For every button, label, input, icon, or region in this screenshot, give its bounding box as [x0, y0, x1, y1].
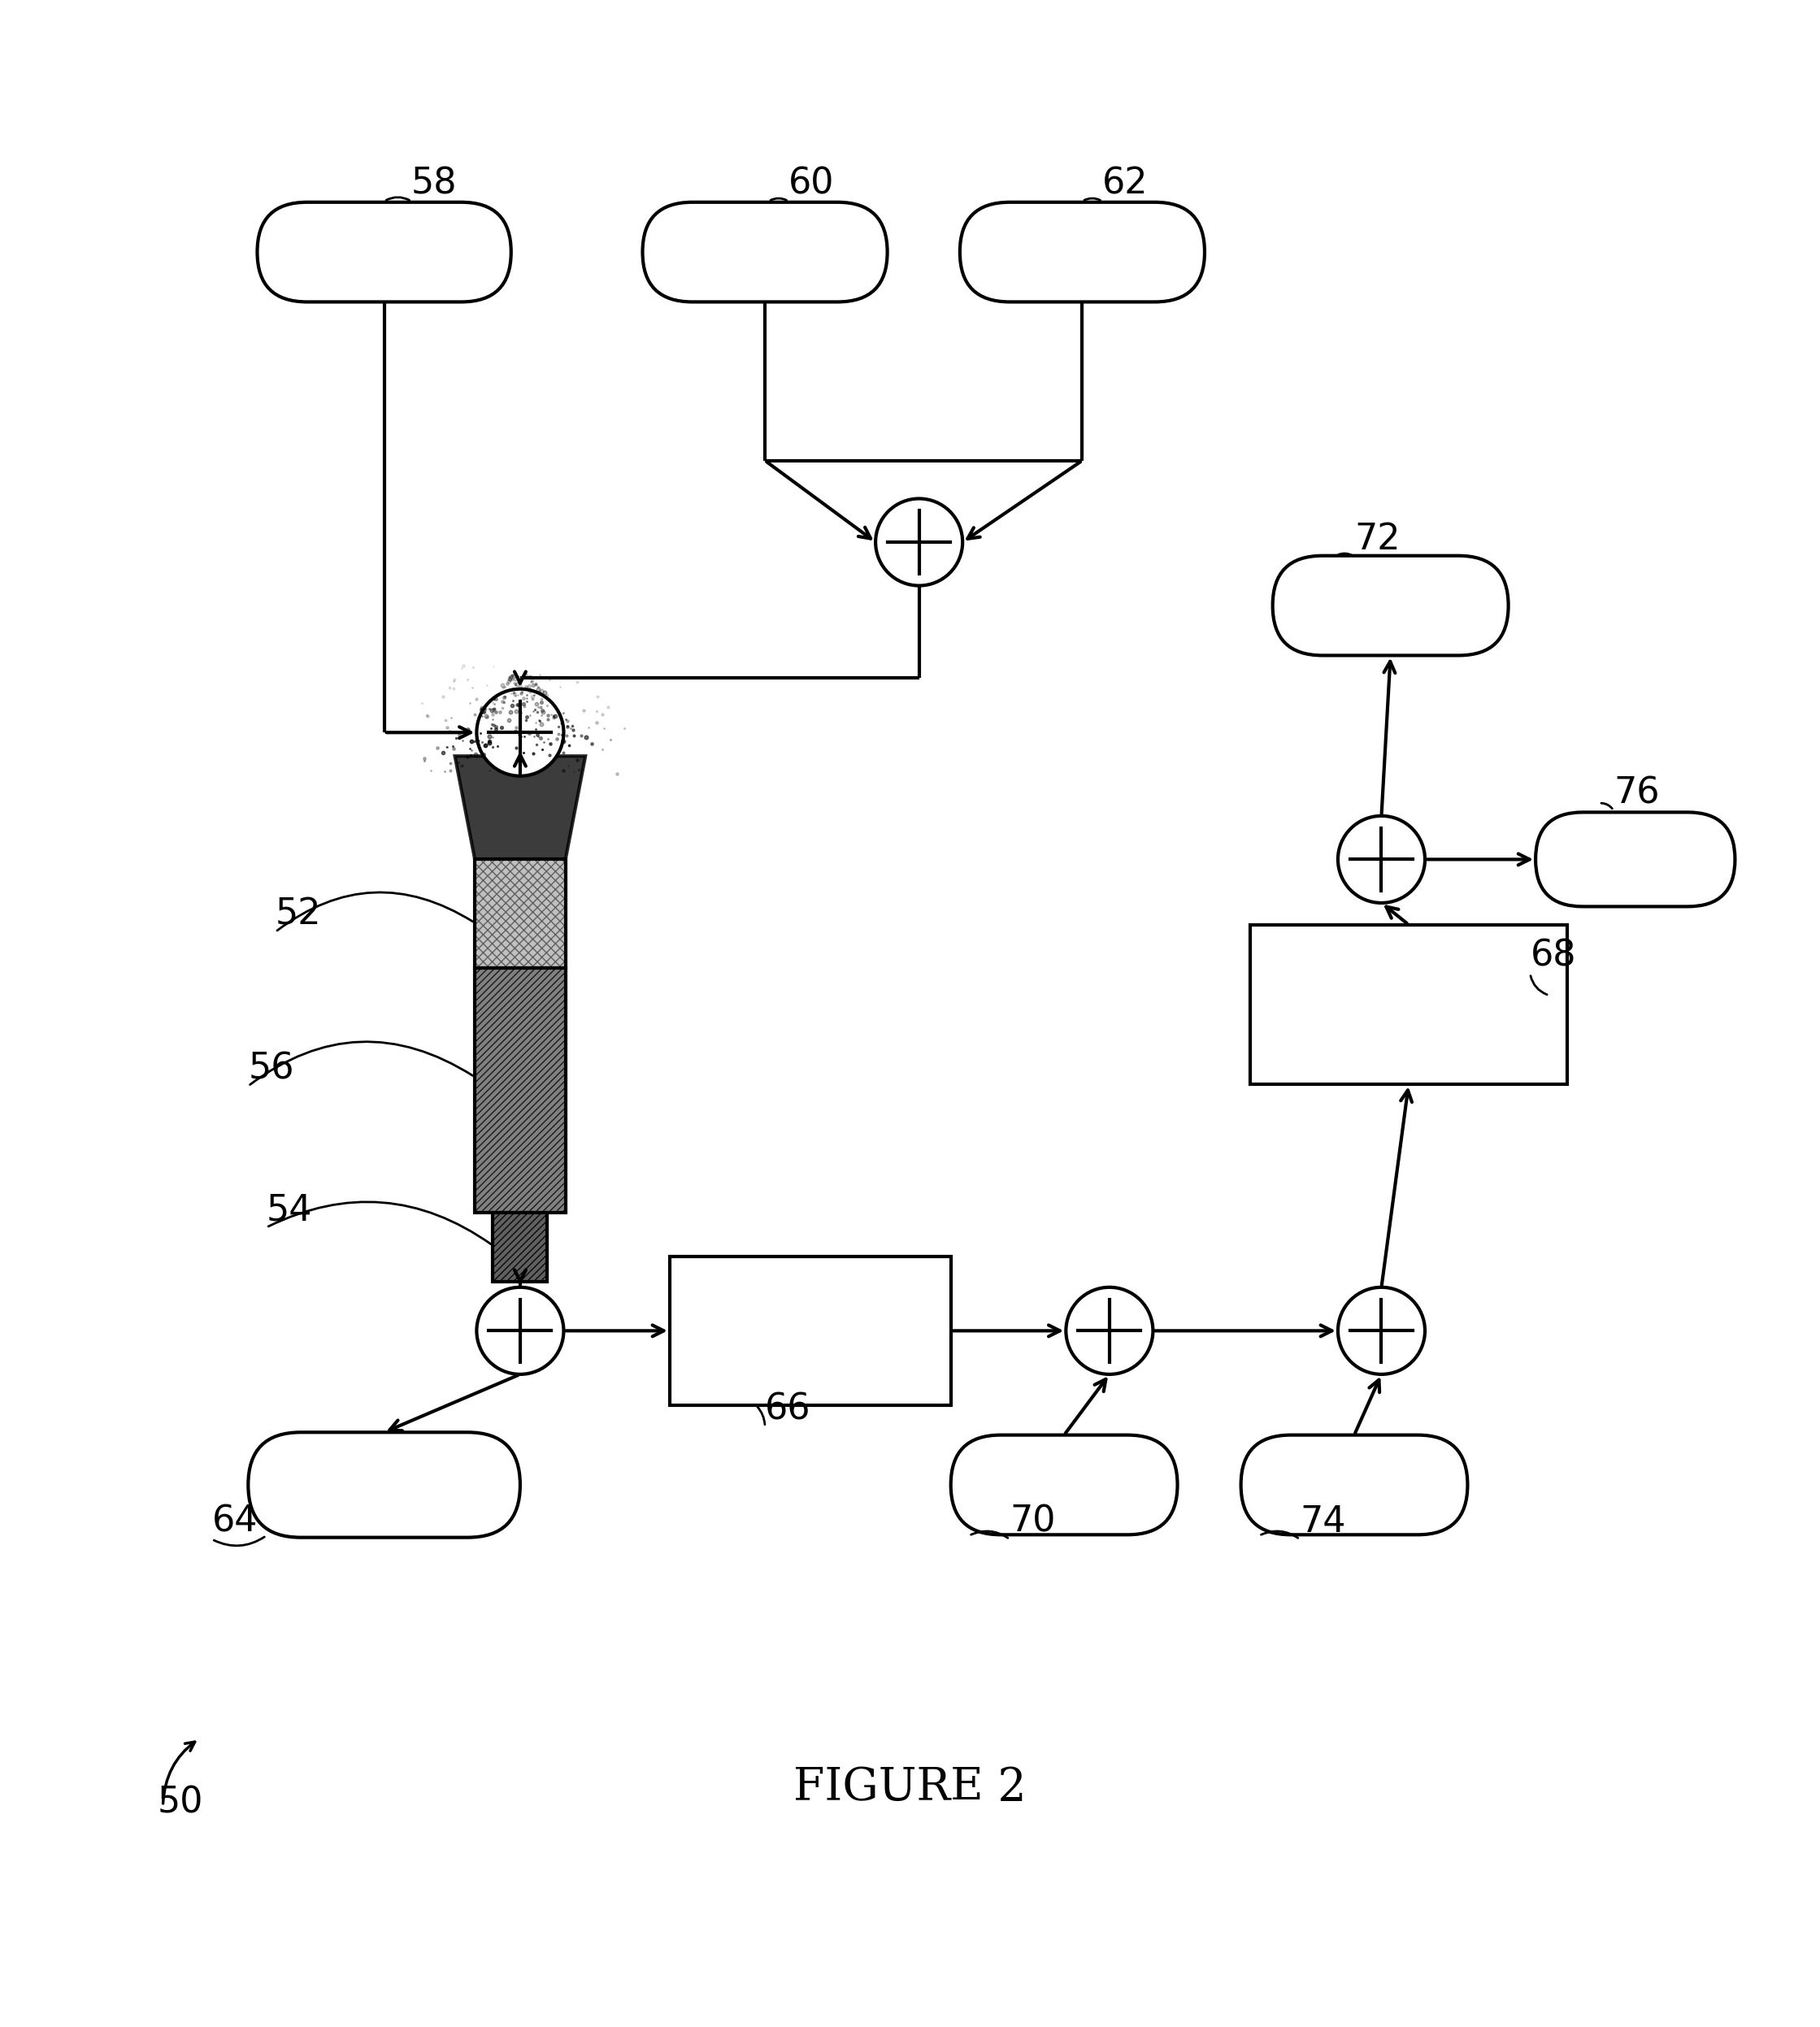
FancyBboxPatch shape — [1272, 555, 1509, 655]
Text: 50: 50 — [158, 1786, 204, 1820]
Bar — [1250, 924, 1567, 1084]
Text: 52: 52 — [275, 898, 322, 932]
Text: 72: 72 — [1354, 521, 1400, 557]
Circle shape — [1338, 1287, 1425, 1374]
Circle shape — [477, 689, 564, 776]
Bar — [493, 1212, 548, 1281]
Circle shape — [477, 1287, 564, 1374]
Bar — [493, 1212, 548, 1281]
FancyBboxPatch shape — [257, 203, 511, 302]
Bar — [670, 1257, 950, 1405]
FancyBboxPatch shape — [959, 203, 1205, 302]
FancyBboxPatch shape — [1536, 813, 1734, 906]
Bar — [475, 969, 566, 1212]
Text: 74: 74 — [1299, 1504, 1345, 1538]
FancyBboxPatch shape — [950, 1435, 1178, 1534]
Text: 76: 76 — [1614, 776, 1660, 811]
Polygon shape — [455, 756, 586, 859]
Text: 58: 58 — [411, 166, 457, 201]
Text: 54: 54 — [266, 1192, 313, 1228]
Text: 64: 64 — [211, 1504, 258, 1538]
Bar — [475, 859, 566, 969]
Bar — [475, 969, 566, 1212]
Circle shape — [875, 499, 963, 586]
Text: 68: 68 — [1531, 939, 1576, 973]
FancyBboxPatch shape — [642, 203, 888, 302]
Text: 60: 60 — [788, 166, 834, 201]
Circle shape — [1067, 1287, 1154, 1374]
Text: 62: 62 — [1103, 166, 1148, 201]
Circle shape — [1338, 817, 1425, 902]
FancyBboxPatch shape — [248, 1433, 521, 1536]
Text: FIGURE 2: FIGURE 2 — [794, 1766, 1026, 1810]
Text: 70: 70 — [1010, 1504, 1056, 1538]
Text: 66: 66 — [764, 1393, 812, 1427]
FancyBboxPatch shape — [1241, 1435, 1467, 1534]
Bar — [475, 859, 566, 969]
Text: 56: 56 — [248, 1052, 295, 1086]
